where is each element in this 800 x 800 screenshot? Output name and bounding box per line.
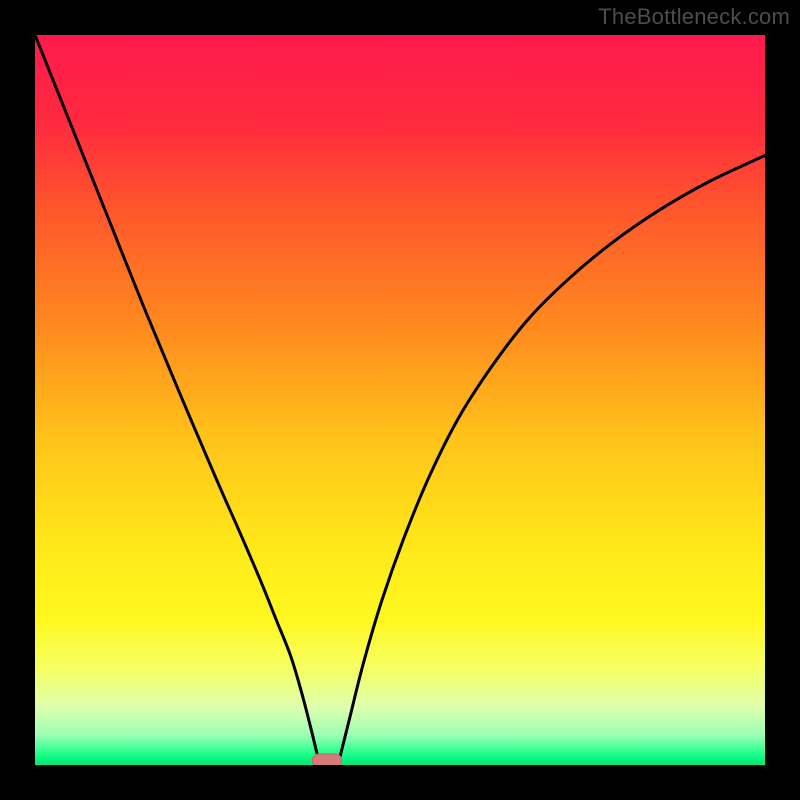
bottleneck-chart — [0, 0, 800, 800]
gradient-background — [35, 35, 765, 765]
watermark-label: TheBottleneck.com — [598, 4, 790, 30]
